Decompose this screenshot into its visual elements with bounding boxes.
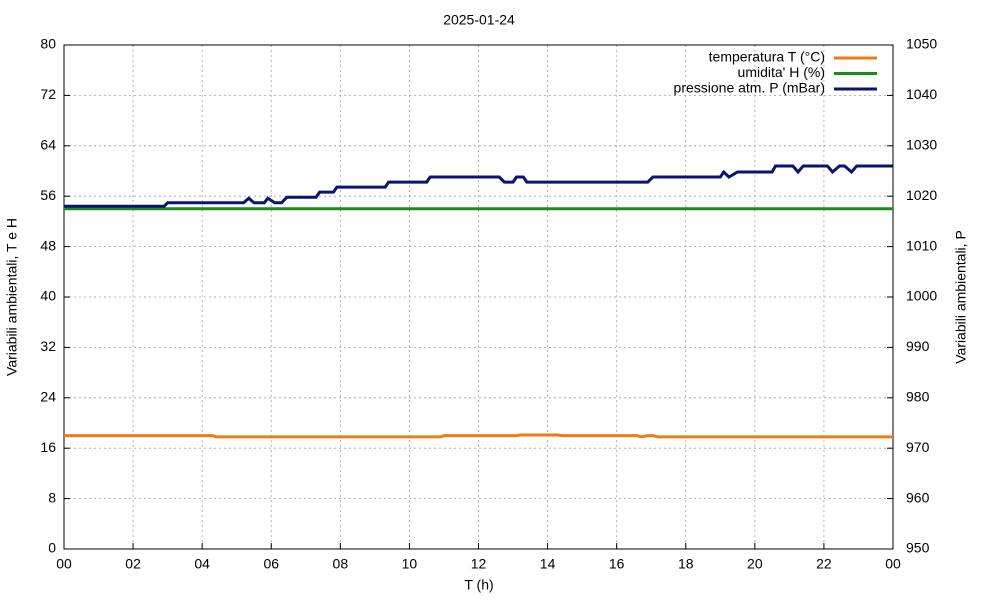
y2-tick-label: 970 xyxy=(906,439,930,455)
legend-label: pressione atm. P (mBar) xyxy=(674,80,825,96)
y-tick-label: 64 xyxy=(40,137,56,153)
series-line xyxy=(64,433,893,439)
y-tick-label: 24 xyxy=(40,389,56,405)
x-tick-label: 12 xyxy=(471,556,487,572)
y2-tick-label: 960 xyxy=(906,489,930,505)
x-tick-label: 06 xyxy=(263,556,279,572)
y2-tick-label: 1040 xyxy=(906,86,937,102)
y2-tick-label: 1000 xyxy=(906,288,937,304)
y-tick-label: 72 xyxy=(40,86,56,102)
y2-tick-label: 1010 xyxy=(906,237,937,253)
y-tick-label: 8 xyxy=(48,489,56,505)
x-tick-label: 02 xyxy=(125,556,141,572)
chart-title: 2025-01-24 xyxy=(443,12,515,28)
x-tick-label: 08 xyxy=(333,556,349,572)
x-tick-label: 00 xyxy=(885,556,901,572)
x-tick-label: 22 xyxy=(816,556,832,572)
y-axis-label: Variabili ambientali, T e H xyxy=(4,218,20,376)
x-tick-label: 16 xyxy=(609,556,625,572)
y2-tick-label: 1050 xyxy=(906,36,937,52)
y2-axis-label: Variabili ambientali, P xyxy=(953,230,969,364)
x-tick-label: 00 xyxy=(56,556,72,572)
x-axis-label: T (h) xyxy=(464,577,493,593)
y-tick-label: 48 xyxy=(40,237,56,253)
x-tick-label: 20 xyxy=(747,556,763,572)
y2-tick-label: 950 xyxy=(906,540,930,556)
y2-tick-label: 1030 xyxy=(906,137,937,153)
y-tick-label: 16 xyxy=(40,439,56,455)
x-tick-label: 18 xyxy=(678,556,694,572)
y-tick-label: 0 xyxy=(48,540,56,556)
x-tick-label: 14 xyxy=(540,556,556,572)
y-tick-label: 80 xyxy=(40,36,56,52)
plot-border xyxy=(63,44,894,550)
legend-label: umidita' H (%) xyxy=(738,64,825,80)
y2-tick-label: 990 xyxy=(906,338,930,354)
legend-label: temperatura T (°C) xyxy=(709,49,825,65)
y-tick-label: 32 xyxy=(40,338,56,354)
x-tick-label: 10 xyxy=(402,556,418,572)
series-line xyxy=(64,164,893,208)
y2-tick-label: 1020 xyxy=(906,187,937,203)
y-tick-label: 56 xyxy=(40,187,56,203)
x-tick-label: 04 xyxy=(194,556,210,572)
y-tick-label: 40 xyxy=(40,288,56,304)
y2-tick-label: 980 xyxy=(906,389,930,405)
